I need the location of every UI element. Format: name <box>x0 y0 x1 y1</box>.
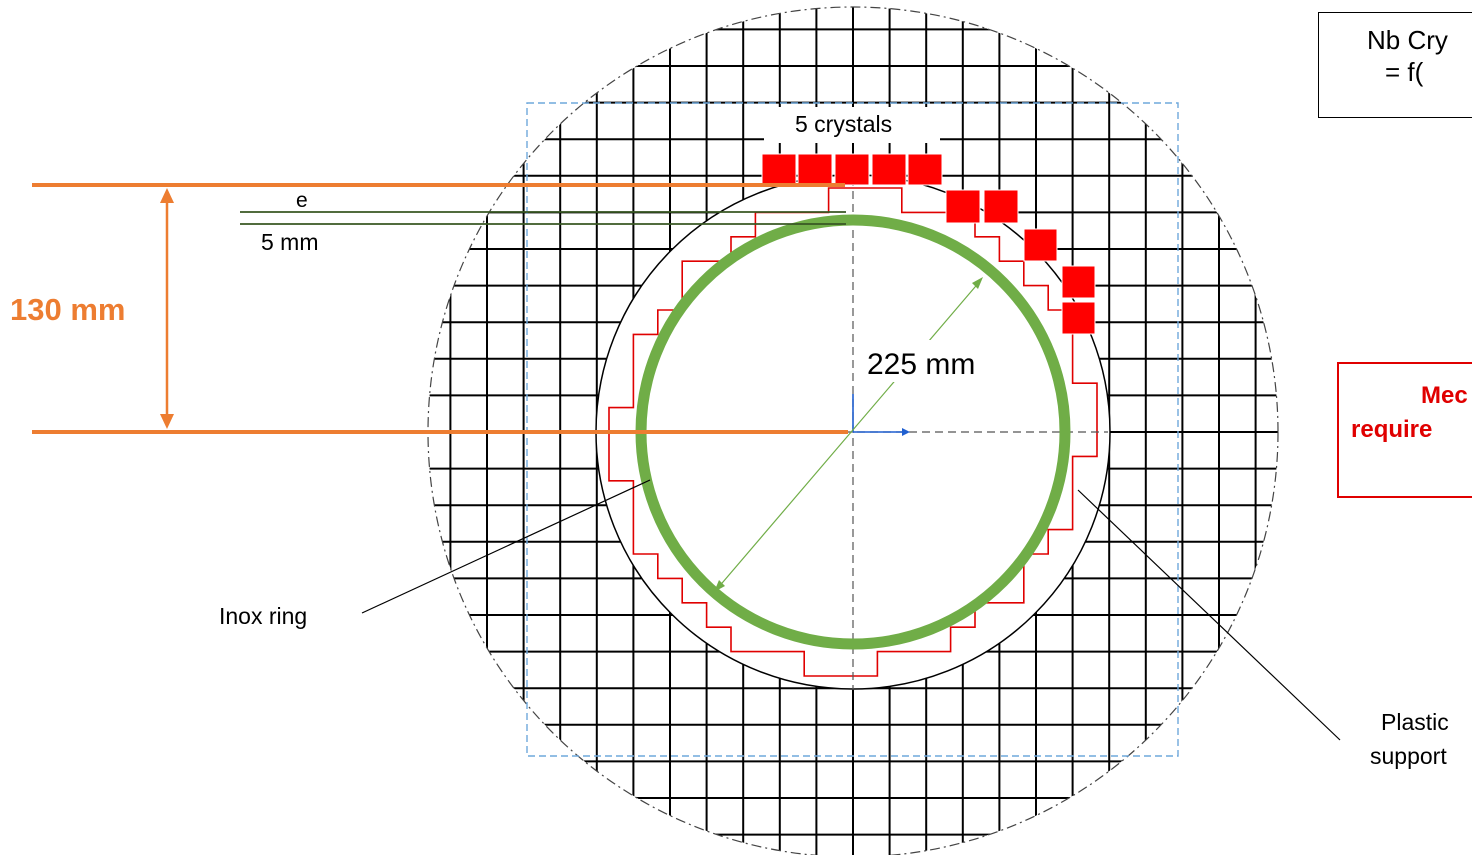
blue-dashed-frame <box>526 102 1179 757</box>
plastic-support-leader <box>1077 489 1341 741</box>
height-label: 130 mm <box>10 292 125 327</box>
requirement-line-2: require <box>1351 416 1433 443</box>
crystal-square <box>871 153 907 186</box>
height-arrowhead-top <box>160 188 174 203</box>
formula-line-2: = f( <box>1385 57 1424 87</box>
plastic-support-label-2: support <box>1370 743 1447 769</box>
thickness-label: 5 mm <box>261 229 319 255</box>
e-label: e <box>296 189 308 212</box>
origin-x-arrowhead <box>902 428 910 436</box>
diameter-arrow <box>716 279 982 590</box>
inox-ring-leader <box>361 479 651 614</box>
formula-box: Nb Cry = f( <box>1318 12 1472 118</box>
crystal-squares <box>761 153 1096 335</box>
crystal-square <box>1061 265 1096 299</box>
diameter-label: 225 mm <box>867 348 975 381</box>
inox-ring-label: Inox ring <box>219 603 307 629</box>
diameter-arrowhead-bottom <box>714 580 725 592</box>
diameter-arrowhead-top <box>972 277 983 289</box>
crystal-square <box>907 153 943 186</box>
formula-line-1: Nb Cry <box>1367 25 1448 55</box>
crystals-label: 5 crystals <box>795 111 892 137</box>
crystal-square <box>1061 301 1096 335</box>
requirement-box: Mec require <box>1337 362 1472 498</box>
crystal-square <box>983 189 1019 224</box>
plastic-support-label-1: Plastic <box>1381 709 1449 735</box>
height-arrowhead-bottom <box>160 414 174 429</box>
crystal-square <box>761 153 797 186</box>
crystal-square <box>834 153 870 186</box>
crystal-square <box>945 189 981 224</box>
crystal-square <box>797 153 833 186</box>
crystal-square <box>1023 228 1058 262</box>
requirement-line-1: Mec <box>1421 382 1468 409</box>
